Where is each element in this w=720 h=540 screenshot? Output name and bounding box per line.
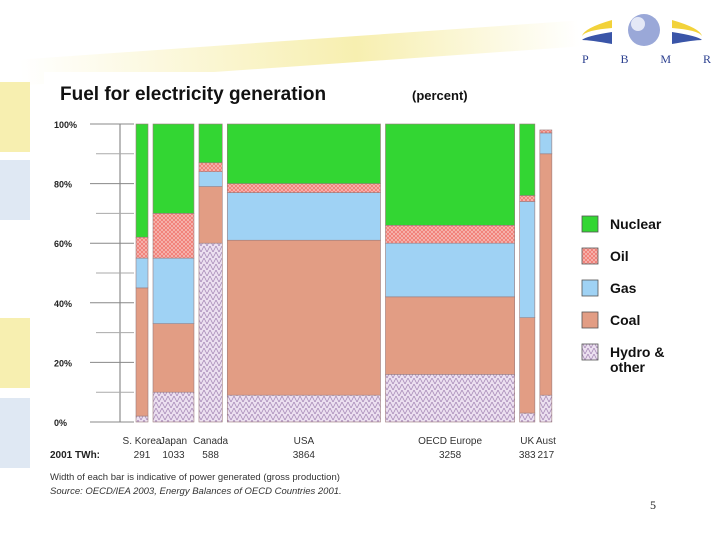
logo-left-arc-blue bbox=[582, 32, 612, 44]
bar-segment-gas-canada bbox=[198, 171, 223, 187]
bar-segment-gas-aust bbox=[539, 132, 553, 155]
logo-letter-m: M bbox=[660, 52, 673, 66]
x-twh-label: 291 bbox=[134, 450, 151, 461]
bar-segment-nuclear-canada bbox=[198, 123, 223, 164]
legend-label-gas: Gas bbox=[610, 280, 637, 296]
bar-segment-nuclear-usa bbox=[226, 123, 381, 184]
bar-segment-oil-uk bbox=[519, 195, 536, 202]
bar-segment-coal-oecd-europe bbox=[385, 296, 515, 375]
bar-segment-oil-usa bbox=[226, 183, 381, 193]
bar-segment-coal-japan bbox=[152, 323, 195, 393]
x-twh-label: 217 bbox=[538, 450, 555, 461]
pbmr-logo bbox=[572, 8, 712, 72]
legend-label-hydro-other: other bbox=[610, 359, 646, 375]
bar-segment-gas-oecd-europe bbox=[385, 242, 515, 298]
bar-segment-nuclear-uk bbox=[519, 123, 536, 196]
x-category-label: UK bbox=[520, 436, 534, 447]
y-tick-label: 80% bbox=[54, 180, 72, 190]
x-category-label: Canada bbox=[193, 436, 228, 447]
y-tick-label: 60% bbox=[54, 239, 72, 249]
legend-label-oil: Oil bbox=[610, 248, 629, 264]
legend-swatch-oil bbox=[581, 247, 599, 265]
bar-segment-hydro-other-japan bbox=[152, 391, 195, 423]
decor-stripe-yellow bbox=[0, 82, 30, 152]
bar-segment-oil-japan bbox=[152, 213, 195, 259]
legend-label-nuclear: Nuclear bbox=[610, 216, 662, 232]
bar-segment-oil-canada bbox=[198, 162, 223, 172]
bar-segment-hydro-other-aust bbox=[539, 394, 553, 423]
x-category-label: Japan bbox=[160, 436, 187, 447]
bar-segment-oil-s-korea bbox=[135, 236, 149, 259]
logo-right-arc-blue bbox=[672, 32, 702, 44]
bar-segment-coal-usa bbox=[226, 239, 381, 396]
y-tick-label: 40% bbox=[54, 299, 72, 309]
x-category-label: USA bbox=[294, 436, 315, 447]
logo-letter-r: R bbox=[702, 52, 712, 66]
logo-letter-p: P bbox=[582, 52, 590, 66]
bar-segment-hydro-other-oecd-europe bbox=[385, 374, 515, 423]
legend-swatch-nuclear bbox=[581, 215, 599, 233]
bar-segment-nuclear-oecd-europe bbox=[385, 123, 515, 226]
bar-segment-coal-s-korea bbox=[135, 287, 149, 417]
legend-label-coal: Coal bbox=[610, 312, 640, 328]
chart-title: Fuel for electricity generation bbox=[60, 84, 326, 105]
x-twh-label: 3864 bbox=[293, 450, 316, 461]
bar-segment-hydro-other-uk bbox=[519, 412, 536, 423]
decor-stripe-yellow-2 bbox=[0, 318, 30, 388]
logo-letter-b: B bbox=[620, 52, 630, 66]
legend-swatch-coal bbox=[581, 311, 599, 329]
x-twh-label: 3258 bbox=[439, 450, 462, 461]
x-category-label: S. Korea bbox=[123, 436, 162, 447]
x-twh-label: 588 bbox=[202, 450, 219, 461]
bar-segment-hydro-other-s-korea bbox=[135, 415, 149, 423]
legend-label-hydro-other: Hydro & bbox=[610, 344, 664, 360]
page-number: 5 bbox=[650, 498, 656, 512]
x-twh-label: 1033 bbox=[162, 450, 185, 461]
y-tick-label: 20% bbox=[54, 358, 72, 368]
decor-stripe-blue bbox=[0, 160, 30, 220]
bar-segment-gas-s-korea bbox=[135, 257, 149, 289]
bar-segment-gas-uk bbox=[519, 201, 536, 318]
logo-letters: P B M R bbox=[582, 52, 712, 67]
y-tick-label: 100% bbox=[54, 120, 77, 130]
x-category-label: Aust bbox=[536, 436, 556, 447]
bar-segment-hydro-other-canada bbox=[198, 242, 223, 423]
bar-segment-hydro-other-usa bbox=[226, 394, 381, 423]
x-twh-label: 383 bbox=[519, 450, 536, 461]
bar-segment-coal-uk bbox=[519, 317, 536, 414]
chart-title-suffix: (percent) bbox=[412, 88, 468, 103]
legend-swatch-hydro-other bbox=[581, 343, 599, 361]
bar-segment-gas-japan bbox=[152, 257, 195, 324]
bar-segment-coal-canada bbox=[198, 186, 223, 244]
footnote-source: Source: OECD/IEA 2003, Energy Balances o… bbox=[50, 486, 342, 497]
bar-segment-oil-aust bbox=[539, 129, 553, 134]
bar-segment-nuclear-japan bbox=[152, 123, 195, 214]
legend-swatch-gas bbox=[581, 279, 599, 297]
logo-left-arc bbox=[582, 20, 612, 36]
twh-row-label: 2001 TWh: bbox=[50, 450, 100, 461]
logo-right-arc bbox=[672, 20, 702, 36]
footnote-width: Width of each bar is indicative of power… bbox=[50, 472, 340, 483]
bar-segment-gas-usa bbox=[226, 192, 381, 241]
bar-segment-coal-aust bbox=[539, 153, 553, 396]
y-tick-label: 0% bbox=[54, 418, 67, 428]
x-category-label: OECD Europe bbox=[418, 436, 482, 447]
decor-stripe-blue-2 bbox=[0, 398, 30, 468]
bar-segment-nuclear-s-korea bbox=[135, 123, 149, 238]
bar-segment-oil-oecd-europe bbox=[385, 225, 515, 244]
